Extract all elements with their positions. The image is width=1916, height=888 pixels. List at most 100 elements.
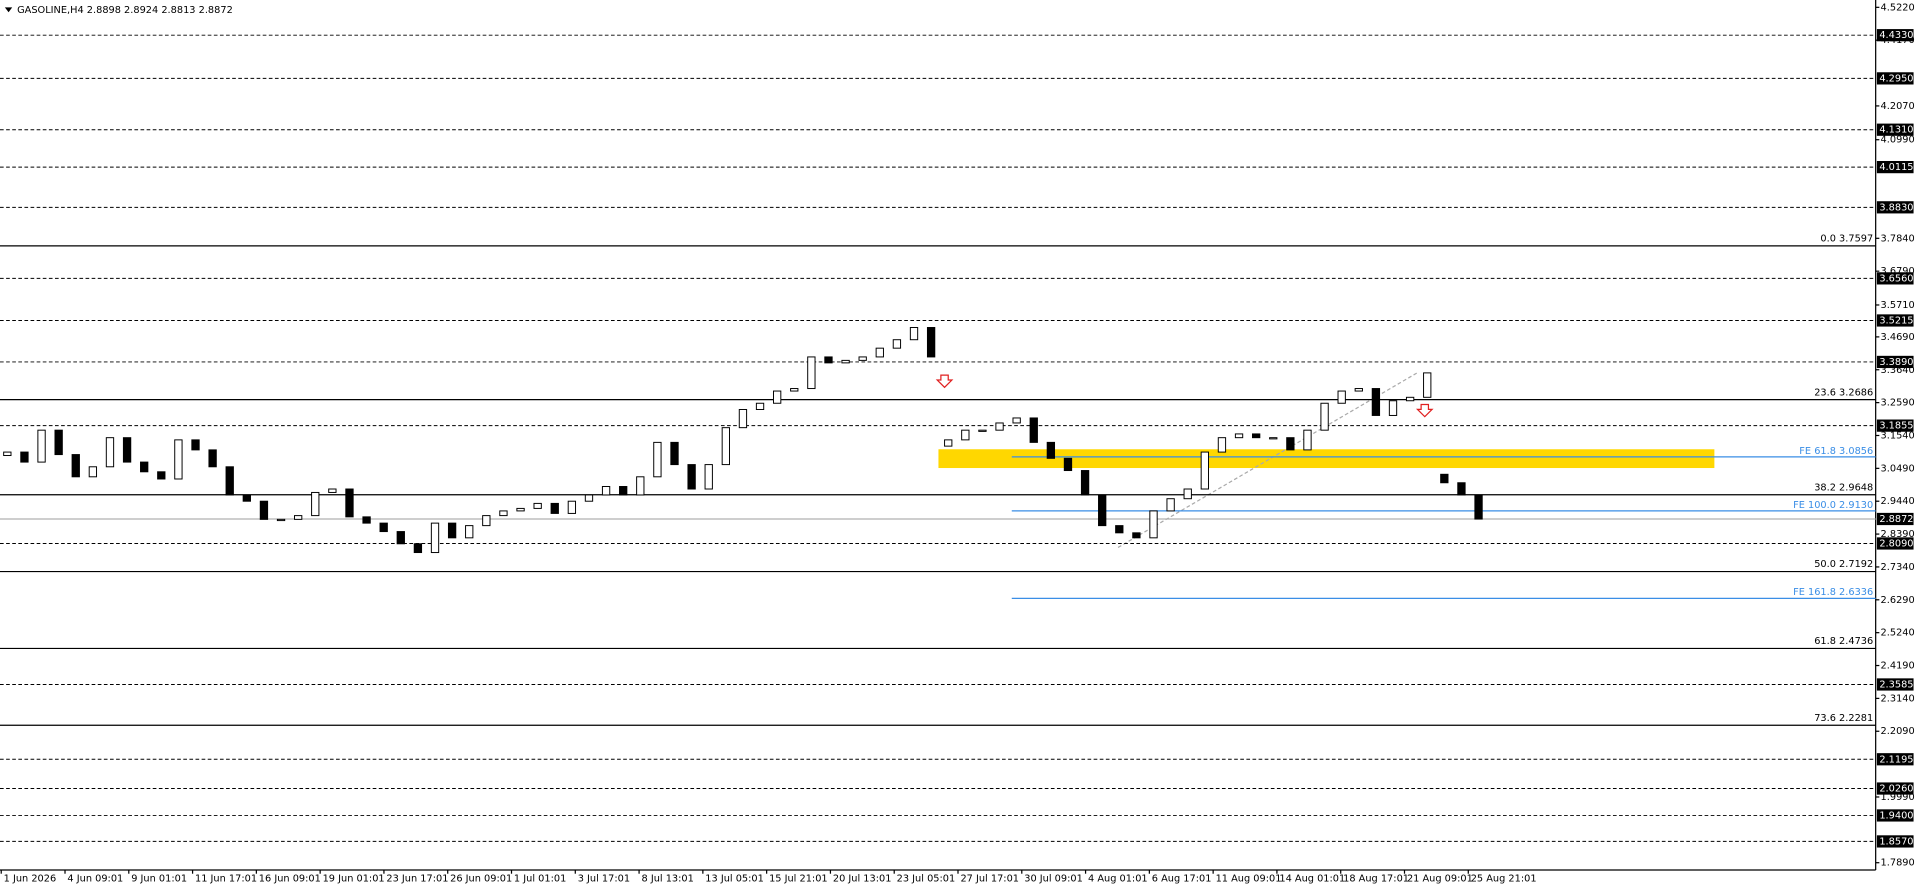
level-box <box>1876 537 1914 550</box>
candle <box>1183 488 1192 500</box>
level-box <box>1876 314 1914 327</box>
level-box <box>1876 272 1914 285</box>
y-tick-label: 2.4190 <box>1881 661 1915 672</box>
candle <box>1046 441 1056 459</box>
x-tick-label: 3 Jul 17:01 <box>578 874 630 885</box>
candle <box>259 500 269 520</box>
y-tick-label: 3.1540 <box>1881 430 1915 441</box>
candle <box>1132 532 1141 539</box>
sell-arrow <box>1415 403 1434 418</box>
candle <box>1337 390 1346 404</box>
current-price-box <box>1876 512 1914 526</box>
candle <box>1115 525 1124 534</box>
x-tick-label: 14 Aug 01:01 <box>1279 874 1345 885</box>
level-box <box>1876 678 1914 691</box>
level-box <box>1876 809 1914 822</box>
x-tick-label: 30 Jul 09:01 <box>1024 874 1083 885</box>
fibo-label: 23.6 3.2686 <box>1814 387 1873 398</box>
candle <box>157 471 166 480</box>
candle <box>807 356 816 390</box>
candle <box>430 522 440 554</box>
candle <box>824 356 833 364</box>
x-tick-label: 26 Jun 09:01 <box>450 874 512 885</box>
fibo-label: 50.0 2.7192 <box>1814 559 1873 570</box>
candle <box>704 464 713 490</box>
x-tick-label: 27 Jul 17:01 <box>960 874 1019 885</box>
candle <box>687 464 696 490</box>
expansion-label: FE 100.0 2.9130 <box>1793 500 1873 511</box>
candle <box>1029 417 1038 443</box>
x-tick-label: 20 Jul 13:01 <box>833 874 892 885</box>
level-label: 3.8830 <box>1879 202 1913 213</box>
candle <box>567 500 577 514</box>
candle <box>328 488 337 493</box>
candle <box>738 409 748 429</box>
candle <box>208 449 217 468</box>
level-label: 4.1310 <box>1879 125 1913 136</box>
candle <box>225 466 234 496</box>
candle <box>54 429 63 456</box>
candle <box>1371 388 1381 416</box>
candle <box>533 502 542 509</box>
x-tick-label: 13 Jul 05:01 <box>705 874 764 885</box>
x-tick-label: 11 Aug 09:01 <box>1216 874 1282 885</box>
x-tick-label: 23 Jun 17:01 <box>386 874 448 885</box>
candle <box>1423 372 1432 398</box>
level-label: 4.4330 <box>1879 30 1913 41</box>
level-label: 2.3585 <box>1879 679 1913 690</box>
candle <box>944 439 953 447</box>
candle <box>755 402 765 410</box>
level-box <box>1876 835 1914 848</box>
fibo-label: 73.6 2.2281 <box>1814 713 1873 724</box>
candle <box>242 494 251 502</box>
y-tick-label: 1.9990 <box>1881 792 1915 803</box>
candle <box>653 441 662 478</box>
level-label: 3.5215 <box>1879 315 1913 326</box>
candle <box>1303 429 1312 451</box>
y-tick-label: 3.7840 <box>1881 233 1915 244</box>
y-tick-label: 3.6790 <box>1881 266 1915 277</box>
candle <box>875 347 884 358</box>
level-box <box>1876 753 1914 766</box>
y-tick-label: 4.0990 <box>1881 135 1915 146</box>
candle <box>1320 402 1329 431</box>
y-tick-label: 3.5710 <box>1881 300 1915 311</box>
level-label: 3.3890 <box>1879 357 1913 368</box>
candle <box>978 429 987 432</box>
x-tick-label: 11 Jun 17:01 <box>195 874 257 885</box>
level-label: 2.1195 <box>1879 754 1913 765</box>
fibo-label: 0.0 3.7597 <box>1820 234 1873 245</box>
candle <box>772 390 782 404</box>
y-tick-label: 3.0490 <box>1881 463 1915 474</box>
level-box <box>1876 201 1914 214</box>
candle <box>1217 437 1227 453</box>
candle <box>1200 451 1209 490</box>
candle <box>1149 510 1158 539</box>
x-tick-label: 25 Aug 21:01 <box>1471 874 1537 885</box>
level-box <box>1876 160 1914 174</box>
candle <box>465 525 474 539</box>
x-tick-label: 9 Jun 01:01 <box>131 874 187 885</box>
x-tick-label: 1 Jun 2026 <box>4 874 57 885</box>
y-tick-label: 2.2090 <box>1881 726 1915 737</box>
x-tick-label: 1 Jul 01:01 <box>514 874 566 885</box>
candle <box>1286 437 1295 451</box>
y-tick-label: 3.3640 <box>1881 365 1915 376</box>
level-label: 1.9400 <box>1879 810 1913 821</box>
y-tick-label: 2.5240 <box>1881 628 1915 639</box>
x-tick-label: 21 Aug 09:01 <box>1407 874 1473 885</box>
current-price-label: 2.8872 <box>1879 514 1913 525</box>
candle <box>619 486 628 496</box>
x-tick-label: 23 Jul 05:01 <box>897 874 956 885</box>
y-tick-label: 3.2590 <box>1881 398 1915 409</box>
level-box <box>1876 355 1914 369</box>
candle <box>516 507 525 512</box>
x-tick-label: 6 Aug 17:01 <box>1152 874 1212 885</box>
candle <box>1457 482 1466 496</box>
y-tick-label: 2.8390 <box>1881 529 1915 540</box>
candle <box>1269 437 1278 440</box>
y-tick-label: 4.5220 <box>1881 2 1915 13</box>
candle <box>790 388 799 392</box>
